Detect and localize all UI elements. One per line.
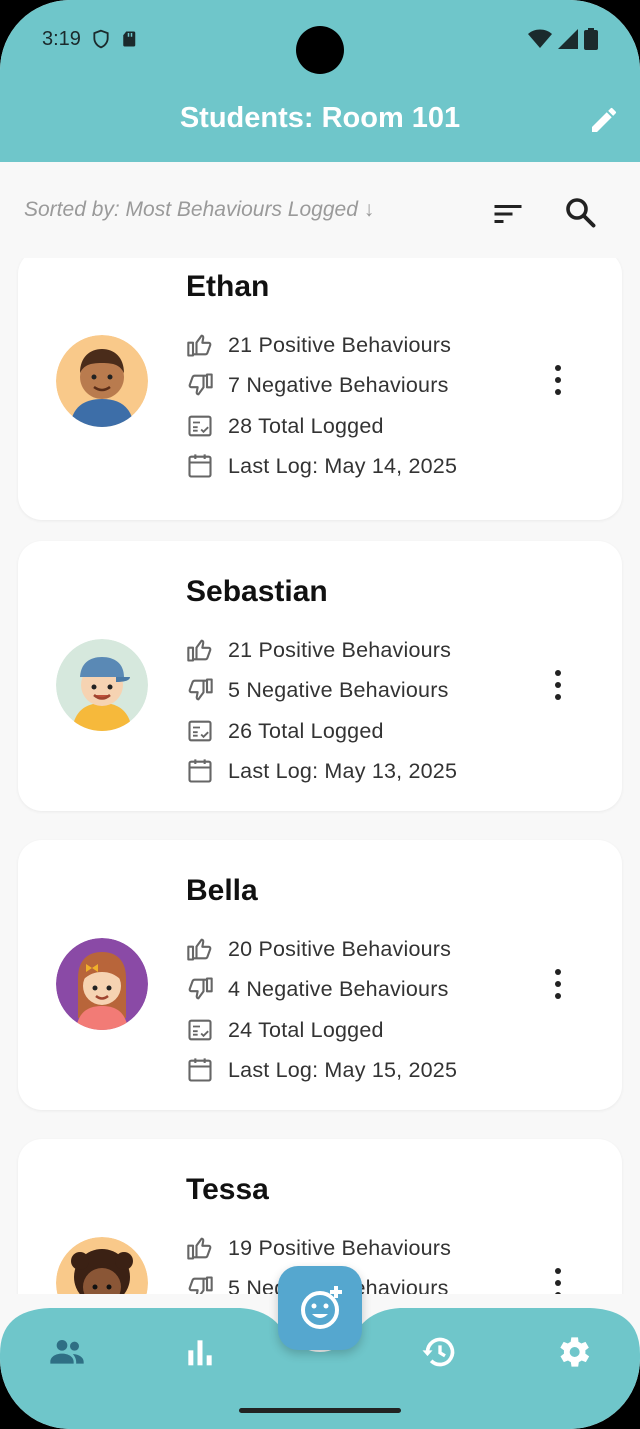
settings-icon — [560, 1337, 590, 1367]
status-time: 3:19 — [42, 27, 81, 50]
positive-count-row: 21 Positive Behaviours — [186, 329, 451, 361]
add-reaction-icon — [301, 1286, 342, 1329]
sort-icon[interactable] — [490, 196, 526, 232]
positive-count: 19 Positive Behaviours — [228, 1235, 452, 1260]
student-avatar — [56, 1237, 148, 1294]
student-card-bella[interactable]: Bella 20 Positive Behaviours 4 Negative … — [18, 840, 622, 1110]
total-logged: 26 Total Logged — [228, 718, 384, 743]
last-log-row: Last Log: May 15, 2025 — [186, 1054, 457, 1086]
last-log: Last Log: May 14, 2025 — [228, 453, 458, 478]
student-name: Tessa — [186, 1173, 269, 1206]
vpn-shield-icon — [93, 29, 109, 49]
thumbs-up-icon — [187, 1237, 212, 1260]
last-log: Last Log: May 15, 2025 — [228, 1057, 458, 1082]
negative-count: 5 Negative Behaviours — [228, 677, 449, 702]
nav-reports[interactable] — [180, 1332, 220, 1372]
battery-icon — [584, 28, 598, 50]
calendar-icon — [188, 454, 212, 478]
add-behaviour-button[interactable] — [278, 1266, 362, 1350]
page-title: Students: Room 101 — [179, 102, 461, 134]
last-log: Last Log: May 13, 2025 — [228, 758, 458, 783]
total-logged: 24 Total Logged — [228, 1017, 384, 1042]
student-name: Ethan — [186, 270, 270, 303]
total-logged: 28 Total Logged — [228, 413, 384, 438]
thumbs-down-icon — [188, 1276, 213, 1294]
student-avatar — [56, 335, 148, 427]
wifi-icon — [528, 29, 552, 48]
bottom-nav — [0, 1308, 640, 1429]
checklist-icon — [188, 1019, 212, 1041]
sort-label[interactable]: Sorted by: Most Behaviours Logged ↓ — [24, 198, 374, 221]
student-card-tessa[interactable]: Tessa 19 Positive Behaviours 5 Negative … — [18, 1139, 622, 1294]
positive-count: 20 Positive Behaviours — [228, 936, 452, 961]
history-icon — [422, 1337, 455, 1367]
nav-students[interactable] — [47, 1332, 87, 1372]
positive-count-row: 19 Positive Behaviours — [186, 1232, 451, 1264]
positive-count-row: 21 Positive Behaviours — [186, 634, 451, 666]
thumbs-down-icon — [188, 678, 213, 701]
total-logged-row: 24 Total Logged — [186, 1014, 384, 1046]
total-logged-row: 26 Total Logged — [186, 715, 384, 747]
thumbs-up-icon — [187, 334, 212, 357]
negative-count-row: 4 Negative Behaviours — [186, 973, 449, 1005]
student-name: Bella — [186, 874, 258, 907]
more-options-icon[interactable] — [546, 360, 570, 400]
thumbs-up-icon — [187, 938, 212, 961]
search-icon[interactable] — [562, 194, 598, 230]
student-avatar — [56, 938, 148, 1030]
last-log-row: Last Log: May 13, 2025 — [186, 755, 457, 787]
negative-count: 4 Negative Behaviours — [228, 976, 449, 1001]
checklist-icon — [188, 720, 212, 742]
positive-count: 21 Positive Behaviours — [228, 637, 452, 662]
positive-count: 21 Positive Behaviours — [228, 332, 452, 357]
app-header: 3:19 Students: Room 101 — [0, 0, 640, 162]
camera-cutout — [296, 26, 344, 74]
positive-count-row: 20 Positive Behaviours — [186, 933, 451, 965]
edit-icon[interactable] — [588, 104, 620, 136]
students-icon — [50, 1340, 84, 1364]
student-card-ethan[interactable]: Ethan 21 Positive Behaviours 7 Negative … — [18, 258, 622, 520]
nav-history[interactable] — [420, 1332, 460, 1372]
negative-count-row: 5 Negative Behaviours — [186, 674, 449, 706]
sort-bar: Sorted by: Most Behaviours Logged ↓ — [0, 162, 640, 258]
sd-card-icon — [123, 31, 136, 47]
chart-icon — [188, 1340, 212, 1366]
student-name: Sebastian — [186, 575, 328, 608]
more-options-icon[interactable] — [546, 1263, 570, 1294]
status-bar: 3:19 — [42, 24, 598, 54]
calendar-icon — [188, 759, 212, 783]
signal-icon — [558, 29, 578, 49]
student-list: Ethan 21 Positive Behaviours 7 Negative … — [0, 258, 640, 1294]
nav-settings[interactable] — [553, 1332, 593, 1372]
negative-count-row: 7 Negative Behaviours — [186, 369, 449, 401]
home-indicator — [239, 1408, 401, 1413]
negative-count: 7 Negative Behaviours — [228, 372, 449, 397]
more-options-icon[interactable] — [546, 665, 570, 705]
thumbs-down-icon — [188, 977, 213, 1000]
student-avatar — [56, 639, 148, 731]
calendar-icon — [188, 1058, 212, 1082]
last-log-row: Last Log: May 14, 2025 — [186, 450, 457, 482]
checklist-icon — [188, 415, 212, 437]
more-options-icon[interactable] — [546, 964, 570, 1004]
student-card-sebastian[interactable]: Sebastian 21 Positive Behaviours 5 Negat… — [18, 541, 622, 811]
thumbs-down-icon — [188, 373, 213, 396]
total-logged-row: 28 Total Logged — [186, 410, 384, 442]
thumbs-up-icon — [187, 639, 212, 662]
